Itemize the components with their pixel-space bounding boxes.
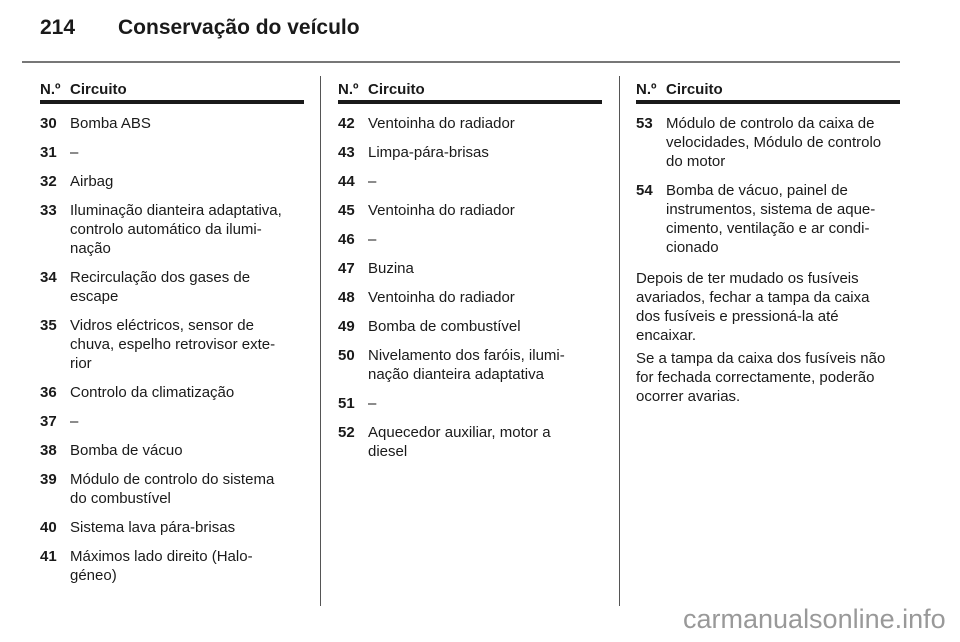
fuse-table-column: N.º Circuito 53 Módulo de controlo da caixa… [636, 80, 900, 406]
fuse-number: 49 [338, 318, 355, 335]
fuse-number: 42 [338, 115, 355, 132]
note-paragraph: Depois de ter mudado os fusíveis avariad… [636, 270, 870, 344]
fuse-number: 43 [338, 144, 355, 161]
circuit-description: – [368, 395, 377, 412]
header-circuit: Circuito [666, 81, 723, 98]
fuse-number: 44 [338, 173, 355, 190]
fuse-number: 38 [40, 442, 57, 459]
table-row: 30 Bomba ABS [40, 114, 304, 133]
circuit-description: Bomba de combustível [368, 318, 521, 335]
circuit-description: – [70, 413, 79, 430]
table-row: 53 Módulo de controlo da caixa de velocid… [636, 114, 900, 171]
table-row: 39 Módulo de controlo do sistema do combu… [40, 470, 304, 508]
table-row: 38 Bomba de vácuo [40, 441, 304, 460]
table-row: 43 Limpa-pára-brisas [338, 143, 602, 162]
fuse-number: 50 [338, 347, 355, 364]
circuit-description: Bomba de vácuo, painel de instrumentos, … [666, 182, 876, 256]
circuit-description: – [368, 231, 377, 248]
fuse-number: 52 [338, 424, 355, 441]
watermark: carmanualsonline.info [683, 604, 946, 634]
table-row: 46– [338, 230, 602, 249]
page-header: 214 Conservação do veículo [40, 16, 360, 40]
fuse-number: 32 [40, 173, 57, 190]
column-divider [619, 76, 620, 606]
fuse-number: 41 [40, 548, 57, 565]
header-number: N.º [636, 81, 657, 98]
table-row: 34 Recirculação dos gases de escape [40, 268, 304, 306]
fuse-number: 31 [40, 144, 57, 161]
table-header: N.º Circuito [40, 80, 304, 104]
circuit-description: Iluminação dianteira adaptativa, control… [70, 202, 282, 257]
circuit-description: Bomba ABS [70, 115, 151, 132]
table-row: 36 Controlo da climatização [40, 383, 304, 402]
fuse-number: 51 [338, 395, 355, 412]
table-row: 45 Ventoinha do radiador [338, 201, 602, 220]
fuse-number: 30 [40, 115, 57, 132]
table-row: 37– [40, 412, 304, 431]
fuse-number: 37 [40, 413, 57, 430]
table-row: 52 Aquecedor auxiliar, motor a diesel [338, 423, 602, 461]
table-row: 31– [40, 143, 304, 162]
fuse-table-column: N.º Circuito 42 Ventoinha do radiador 43 Limp… [338, 80, 602, 471]
page-number: 214 [40, 16, 76, 39]
circuit-description: Aquecedor auxiliar, motor a diesel [368, 424, 551, 460]
fuse-number: 33 [40, 202, 57, 219]
fuse-table-column: N.º Circuito 30 Bomba ABS 31–32 Airbag 33 Ilumi… [40, 80, 304, 595]
circuit-description: Bomba de vácuo [70, 442, 183, 459]
header-number: N.º [40, 81, 61, 98]
circuit-description: Máximos lado direito (Halo- géneo) [70, 548, 253, 584]
column-divider [320, 76, 321, 606]
table-row: 44– [338, 172, 602, 191]
table-row: 54 Bomba de vácuo, painel de instrumentos… [636, 181, 900, 257]
table-row: 47 Buzina [338, 259, 602, 278]
circuit-description: Ventoinha do radiador [368, 289, 515, 306]
circuit-description: – [368, 173, 377, 190]
header-number: N.º [338, 81, 359, 98]
table-header: N.º Circuito [338, 80, 602, 104]
circuit-description: Sistema lava pára-brisas [70, 519, 236, 536]
table-row: 41 Máximos lado direito (Halo- géneo) [40, 547, 304, 585]
circuit-description: Módulo de controlo da caixa de velocidad… [666, 115, 882, 170]
table-row: 48 Ventoinha do radiador [338, 288, 602, 307]
circuit-description: Nivelamento dos faróis, ilumi- nação dia… [368, 347, 565, 383]
circuit-description: Ventoinha do radiador [368, 115, 515, 132]
table-row: 35 Vidros eléctricos, sensor de chuva, es… [40, 316, 304, 373]
table-row: 50 Nivelamento dos faróis, ilumi- nação d… [338, 346, 602, 384]
fuse-number: 36 [40, 384, 57, 401]
fuse-number: 47 [338, 260, 355, 277]
fuse-number: 46 [338, 231, 355, 248]
table-row: 40 Sistema lava pára-brisas [40, 518, 304, 537]
table-row: 51– [338, 394, 602, 413]
circuit-description: Ventoinha do radiador [368, 202, 515, 219]
note-paragraph: Se a tampa da caixa dos fusíveis não for… [636, 350, 886, 405]
header-rule [22, 61, 900, 63]
circuit-description: Buzina [368, 260, 414, 277]
fuse-number: 53 [636, 115, 653, 132]
fuse-number: 48 [338, 289, 355, 306]
table-row: 33 Iluminação dianteira adaptativa, contr… [40, 201, 304, 258]
header-circuit: Circuito [70, 81, 127, 98]
page-title: Conservação do veículo [118, 16, 360, 39]
table-row: 49 Bomba de combustível [338, 317, 602, 336]
fuse-number: 39 [40, 471, 57, 488]
fuse-number: 35 [40, 317, 57, 334]
fuse-number: 40 [40, 519, 57, 536]
table-row: 32 Airbag [40, 172, 304, 191]
fuse-number: 45 [338, 202, 355, 219]
circuit-description: Vidros eléctricos, sensor de chuva, espe… [70, 317, 276, 372]
fuse-number: 34 [40, 269, 57, 286]
circuit-description: Limpa-pára-brisas [368, 144, 489, 161]
circuit-description: Controlo da climatização [70, 384, 235, 401]
circuit-description: – [70, 144, 79, 161]
circuit-description: Módulo de controlo do sistema do combust… [70, 471, 275, 507]
table-header: N.º Circuito [636, 80, 900, 104]
fuse-number: 54 [636, 182, 653, 199]
header-circuit: Circuito [368, 81, 425, 98]
circuit-description: Airbag [70, 173, 114, 190]
circuit-description: Recirculação dos gases de escape [70, 269, 251, 305]
table-row: 42 Ventoinha do radiador [338, 114, 602, 133]
